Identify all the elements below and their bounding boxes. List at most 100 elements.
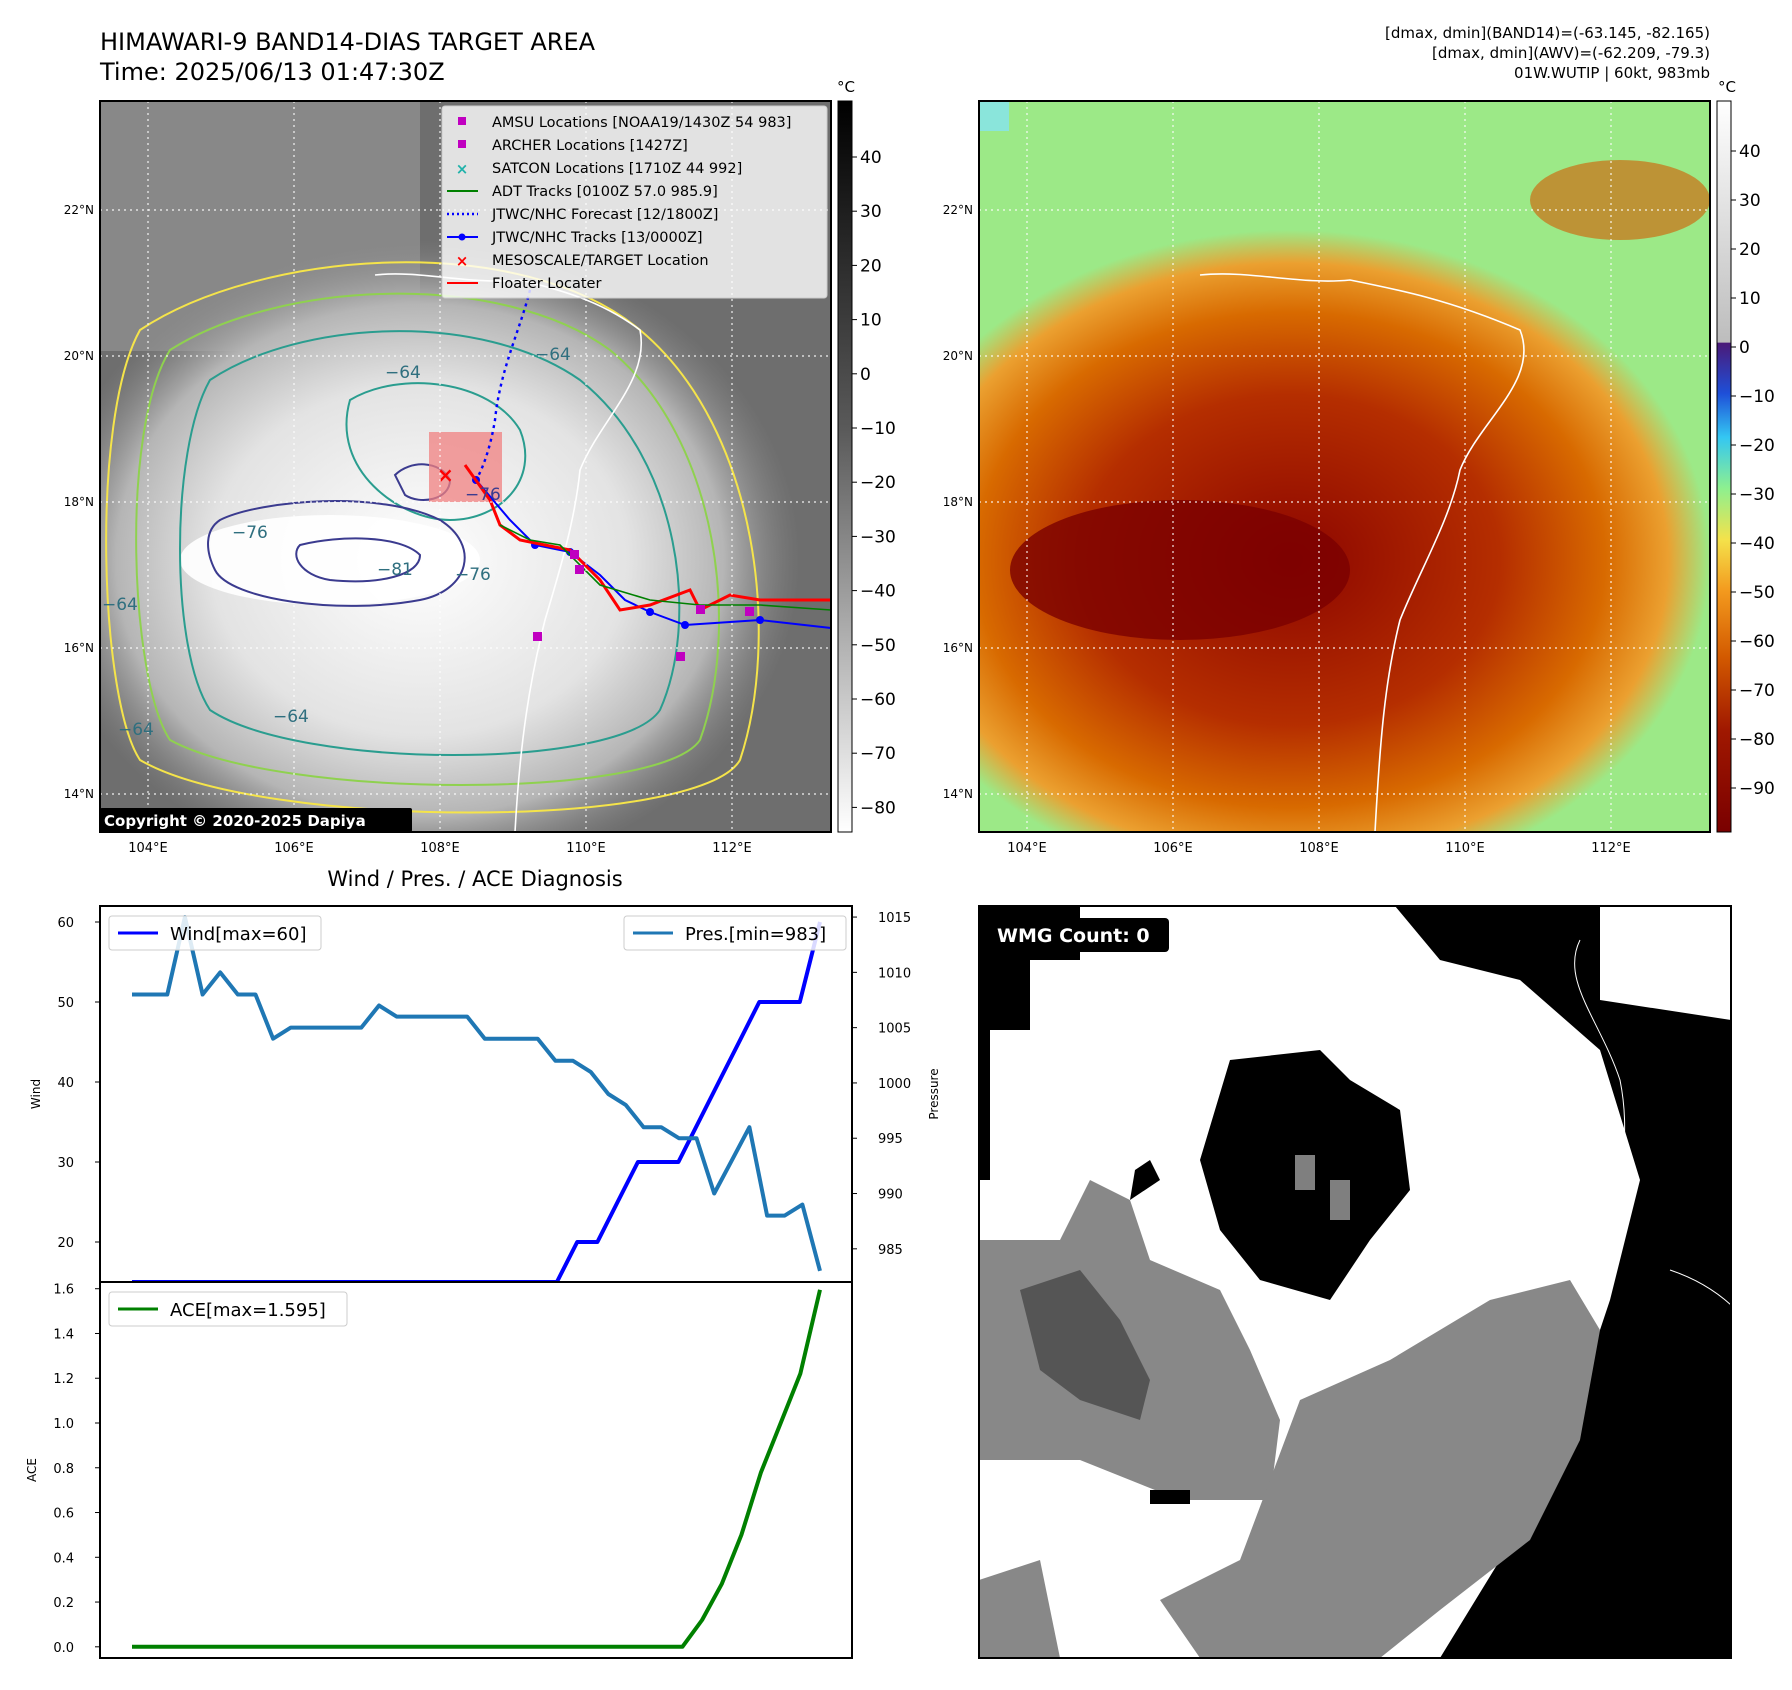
map-right-lon-tick: 106°E [1153, 841, 1193, 856]
colorbar-right-tick-label: −50 [1739, 583, 1775, 603]
legend-item: Floater Locater [447, 276, 601, 292]
legend-item: × SATCON Locations [1710Z 44 992] [456, 160, 743, 178]
ace-tick-label: 1.4 [53, 1327, 74, 1342]
archer-marker [745, 607, 754, 616]
map-left-lat-tick: 14°N [64, 787, 94, 801]
legend-item: JTWC/NHC Tracks [13/0000Z] [447, 230, 703, 246]
map-band14-infrared: × −64 −64 −76 −81 −76 −76 −64 −64 −64 AMSU Locat… [99, 100, 832, 833]
legend-item-label: SATCON Locations [1710Z 44 992] [492, 161, 742, 177]
pressure-tick-label: 995 [878, 1132, 903, 1147]
legend-item-label: AMSU Locations [NOAA19/1430Z 54 983] [492, 115, 791, 131]
wmg-count-label: WMG Count: 0 [997, 925, 1150, 947]
colorbar-left-tick-label: −80 [860, 798, 896, 818]
colorbar-left-unit: °C [837, 78, 855, 96]
map-left-lat-tick: 22°N [64, 203, 94, 217]
colorbar-right-tick-label: −40 [1739, 534, 1775, 554]
legend-item: JTWC/NHC Forecast [12/1800Z] [447, 207, 718, 223]
ace-lines [132, 1289, 822, 1649]
map-right-lat-tick: 14°N [943, 787, 973, 801]
ace-legend-box [108, 1291, 348, 1327]
wmg-dark-region [1020, 1270, 1150, 1420]
ace-tick-label: 0.2 [53, 1596, 74, 1611]
colorbar-left-tick-label: 40 [860, 148, 882, 168]
legend-item-label: Floater Locater [492, 276, 601, 292]
figure-time: Time: 2025/06/13 01:47:30Z [99, 58, 445, 86]
ace-frame [99, 1281, 853, 1659]
ace-tick-label: 0.0 [53, 1641, 74, 1656]
ace-tick-label: 1.2 [53, 1372, 74, 1387]
figure-title: HIMAWARI-9 BAND14-DIAS TARGET AREA [100, 28, 596, 56]
archer-marker [676, 652, 685, 661]
map-left-frame [99, 100, 832, 833]
legend-items: AMSU Locations [NOAA19/1430Z 54 983] ARCH… [447, 115, 791, 292]
legend-item-label: JTWC/NHC Tracks [13/0000Z] [491, 230, 703, 246]
colorbar-right-gradient [1716, 100, 1732, 833]
archer-marker [533, 632, 542, 641]
contour-label: −64 [385, 363, 421, 383]
copyright-text: Copyright © 2020-2025 Dapiya [104, 812, 366, 830]
legend-item: ADT Tracks [0100Z 57.0 985.9] [447, 184, 718, 200]
wind-legend-box [108, 915, 322, 951]
track-point [646, 608, 654, 616]
map-left-lon-tick: 108°E [420, 841, 460, 856]
contour-label: −76 [465, 485, 501, 505]
wmg-coastline [1669, 1269, 1732, 1306]
ace-tick-label: 0.4 [53, 1551, 74, 1566]
colorbar-left-ticks: 40 30 20 10 0 −10 −20 −30 −40 −50 −60 −70 −80 [852, 148, 896, 818]
wmg-count-badge [987, 918, 1169, 952]
wmg-black-block [1150, 1490, 1190, 1504]
map-left-lat-tick: 18°N [64, 495, 94, 509]
contour-label: −76 [232, 523, 268, 543]
track-point [681, 621, 689, 629]
map-right-lon-tick: 112°E [1591, 841, 1631, 856]
wind-legend: Wind[max=60] [108, 915, 322, 951]
archer-marker [575, 565, 584, 574]
colorbar-right-ticks: 40 30 20 10 0 −10 −20 −30 −40 −50 −60 −70 −80 −90 [1731, 142, 1775, 799]
pressure-tick-label: 1010 [878, 966, 911, 981]
colorbar-right-tick-label: −70 [1739, 681, 1775, 701]
wmg-coastline [1574, 939, 1626, 1181]
contour-label: −64 [102, 595, 138, 615]
contour-label: −64 [273, 707, 309, 727]
colorbar-left-tick-label: −70 [860, 744, 896, 764]
amsu-marker [570, 550, 579, 559]
contour-teal-inner [345, 382, 527, 522]
pressure-tick-label: 1005 [878, 1022, 911, 1037]
wmg-black-region [979, 906, 1080, 1180]
contour-label: −76 [455, 565, 491, 585]
ace-chart: ACE 0.0 0.2 0.4 0.6 0.8 1.0 1.2 1.4 1.6 ACE[max=… [25, 1281, 853, 1659]
info-line-3: 01W.WUTIP | 60kt, 983mb [1514, 64, 1710, 82]
colorbar-left-tick-label: 10 [860, 311, 882, 331]
legend-item: ARCHER Locations [1427Z] [458, 138, 688, 154]
colorbar-right-tick-label: −10 [1739, 387, 1775, 407]
colorbar-left-tick-label: −20 [860, 473, 896, 493]
map-right-cold-core [1010, 500, 1350, 640]
map-left-lon-tick: 112°E [712, 841, 752, 856]
colorbar-left-tick-label: 0 [860, 365, 871, 385]
pressure-axis-label: Pressure [927, 1068, 941, 1119]
info-line-1: [dmax, dmin](BAND14)=(-63.145, -82.165) [1385, 24, 1710, 42]
map-left-cold-core [180, 515, 480, 605]
map-left-lon-tick: 106°E [274, 841, 314, 856]
wind-tick-label: 30 [57, 1156, 74, 1171]
copyright-badge [100, 808, 412, 832]
wmg-panel: WMG Count: 0 [978, 905, 1732, 1659]
map-left-lat-tick: 16°N [64, 641, 94, 655]
wmg-gray-block [1295, 1155, 1315, 1190]
info-line-2: [dmax, dmin](AWV)=(-62.209, -79.3) [1432, 44, 1710, 62]
pressure-legend-label: Pres.[min=983] [685, 924, 826, 945]
map-left-lon-tick: 110°E [566, 841, 606, 856]
legend-item-label: ADT Tracks [0100Z 57.0 985.9] [492, 184, 718, 200]
pressure-legend: Pres.[min=983] [623, 915, 847, 951]
pressure-legend-box [623, 915, 847, 951]
wmg-black-region [1395, 906, 1731, 1658]
map-left-lat-tick: 20°N [64, 349, 94, 363]
map-right-gridlines [979, 101, 1710, 832]
legend-item-label: JTWC/NHC Forecast [12/1800Z] [491, 207, 718, 223]
legend-item: × MESOSCALE/TARGET Location [456, 252, 709, 270]
wind-tick-label: 20 [57, 1236, 74, 1251]
legend-item: AMSU Locations [NOAA19/1430Z 54 983] [458, 115, 791, 131]
jtwc-observed-track [475, 479, 831, 629]
colorbar-right-tick-label: 0 [1739, 338, 1750, 358]
contour-label: −64 [118, 720, 154, 740]
